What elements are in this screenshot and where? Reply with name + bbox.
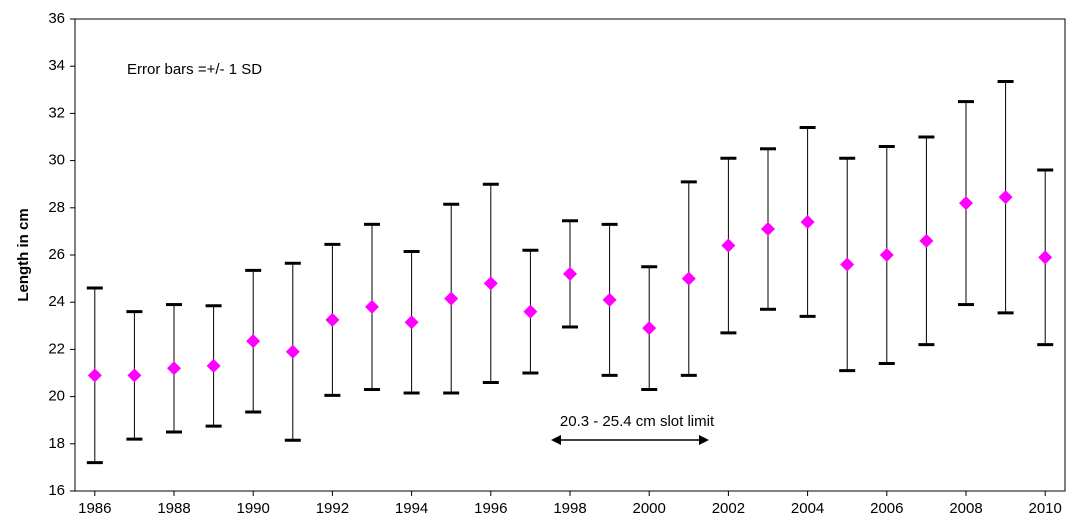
point — [879, 248, 894, 262]
x-tick-label: 2002 — [712, 500, 745, 517]
y-tick-label: 18 — [48, 435, 65, 452]
point — [127, 368, 142, 383]
point — [246, 334, 261, 349]
x-tick-label: 2006 — [870, 500, 903, 517]
point — [444, 291, 459, 306]
point — [721, 238, 736, 253]
point — [681, 271, 696, 286]
point — [761, 222, 775, 237]
point — [325, 312, 340, 327]
y-tick-label: 22 — [48, 340, 65, 357]
x-tick-label: 2008 — [949, 500, 982, 517]
annotation: Error bars =+/- 1 SD — [127, 61, 262, 78]
x-tick-label: 1990 — [237, 500, 270, 517]
point — [523, 304, 538, 319]
y-tick-label: 20 — [48, 388, 65, 405]
point — [206, 358, 221, 373]
y-axis-title: Length in cm — [15, 208, 32, 301]
point — [800, 214, 815, 229]
x-tick-label: 1992 — [316, 500, 349, 517]
point — [87, 368, 102, 383]
point — [642, 321, 657, 336]
point — [1038, 250, 1053, 265]
point — [602, 292, 617, 307]
x-tick-label: 2000 — [633, 500, 666, 517]
point — [483, 276, 498, 291]
y-tick-label: 16 — [48, 482, 65, 499]
point — [919, 233, 934, 248]
y-tick-label: 36 — [48, 10, 65, 27]
y-tick-label: 34 — [48, 57, 65, 74]
point — [998, 190, 1013, 205]
point — [404, 315, 419, 330]
point — [285, 344, 300, 359]
y-tick-label: 30 — [48, 152, 65, 169]
x-tick-label: 1986 — [78, 500, 111, 517]
x-tick-label: 1988 — [157, 500, 190, 517]
x-tick-label: 2004 — [791, 500, 824, 517]
y-tick-label: 24 — [48, 293, 65, 310]
x-tick-label: 1996 — [474, 500, 507, 517]
point — [959, 196, 973, 211]
x-tick-label: 1998 — [553, 500, 586, 517]
y-tick-label: 26 — [48, 246, 65, 263]
point — [365, 299, 379, 314]
y-tick-label: 28 — [48, 199, 65, 216]
x-tick-label: 1994 — [395, 500, 428, 517]
slot-arrow — [551, 435, 709, 445]
point — [167, 361, 181, 376]
point — [840, 257, 855, 272]
y-tick-label: 32 — [48, 104, 65, 121]
x-tick-label: 2010 — [1029, 500, 1062, 517]
point — [563, 266, 577, 281]
annotation: 20.3 - 25.4 cm slot limit — [560, 413, 715, 430]
